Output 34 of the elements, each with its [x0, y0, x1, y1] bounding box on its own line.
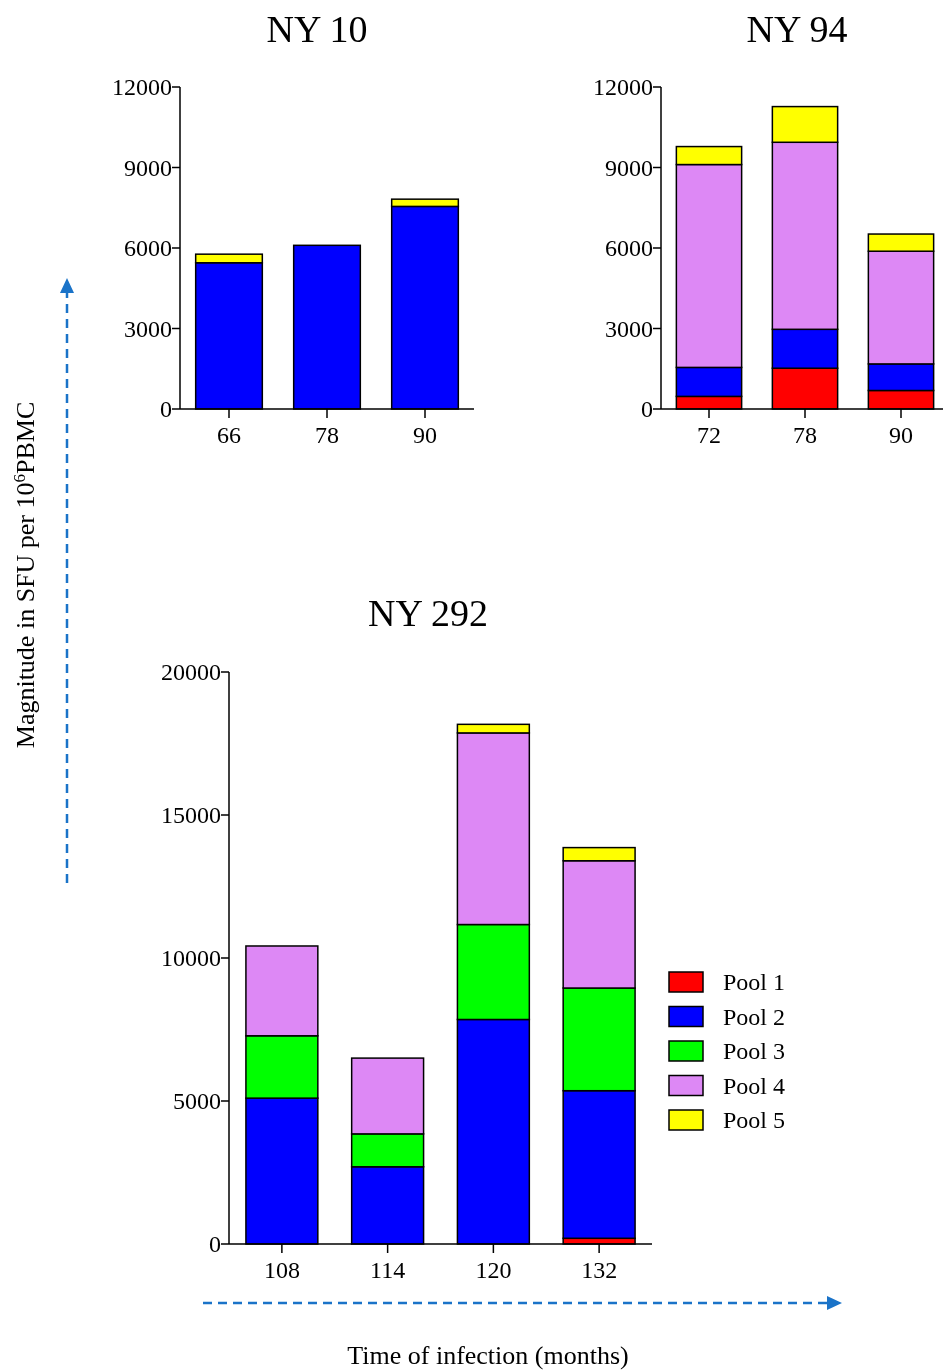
y-tick-label: 0 [209, 1231, 221, 1258]
x-tick-label: 108 [263, 1257, 300, 1283]
legend-label: Pool 1 [723, 969, 786, 996]
y-tick-label: 9000 [124, 154, 172, 181]
x-tick-label: 90 [889, 422, 913, 448]
y-tick-label: 12000 [112, 74, 172, 101]
y-tick-label: 20000 [161, 659, 221, 686]
legend-label: Pool 3 [723, 1038, 786, 1065]
x-tick-label: 114 [370, 1257, 406, 1283]
x-tick-label: 120 [475, 1257, 512, 1283]
x-tick-label: 90 [413, 422, 437, 448]
x-tick-label: 66 [217, 422, 241, 448]
legend-label: Pool 4 [723, 1072, 786, 1099]
y-tick-label: 0 [160, 396, 172, 423]
chart-title: NY 292 [368, 592, 488, 634]
y-tick-label: 3000 [124, 315, 172, 342]
x-tick-label: 78 [793, 422, 817, 448]
y-tick-label: 12000 [593, 74, 653, 101]
legend-label: Pool 5 [723, 1107, 786, 1134]
x-tick-label: 72 [697, 422, 721, 448]
y-tick-label: 6000 [124, 235, 172, 262]
legend-label: Pool 2 [723, 1003, 786, 1030]
y-tick-label: 5000 [173, 1088, 221, 1115]
y-tick-label: 15000 [161, 802, 221, 829]
chart-title: NY 10 [266, 8, 368, 50]
y-tick-label: 10000 [161, 945, 221, 972]
chart-title: NY 94 [746, 8, 848, 50]
x-axis-title: Time of infection (months) [347, 1341, 629, 1370]
y-tick-label: 0 [641, 396, 653, 423]
y-tick-label: 3000 [605, 315, 653, 342]
y-tick-label: 9000 [605, 154, 653, 181]
x-tick-label: 132 [581, 1257, 618, 1283]
x-tick-label: 78 [315, 422, 339, 448]
y-tick-label: 6000 [605, 235, 653, 262]
